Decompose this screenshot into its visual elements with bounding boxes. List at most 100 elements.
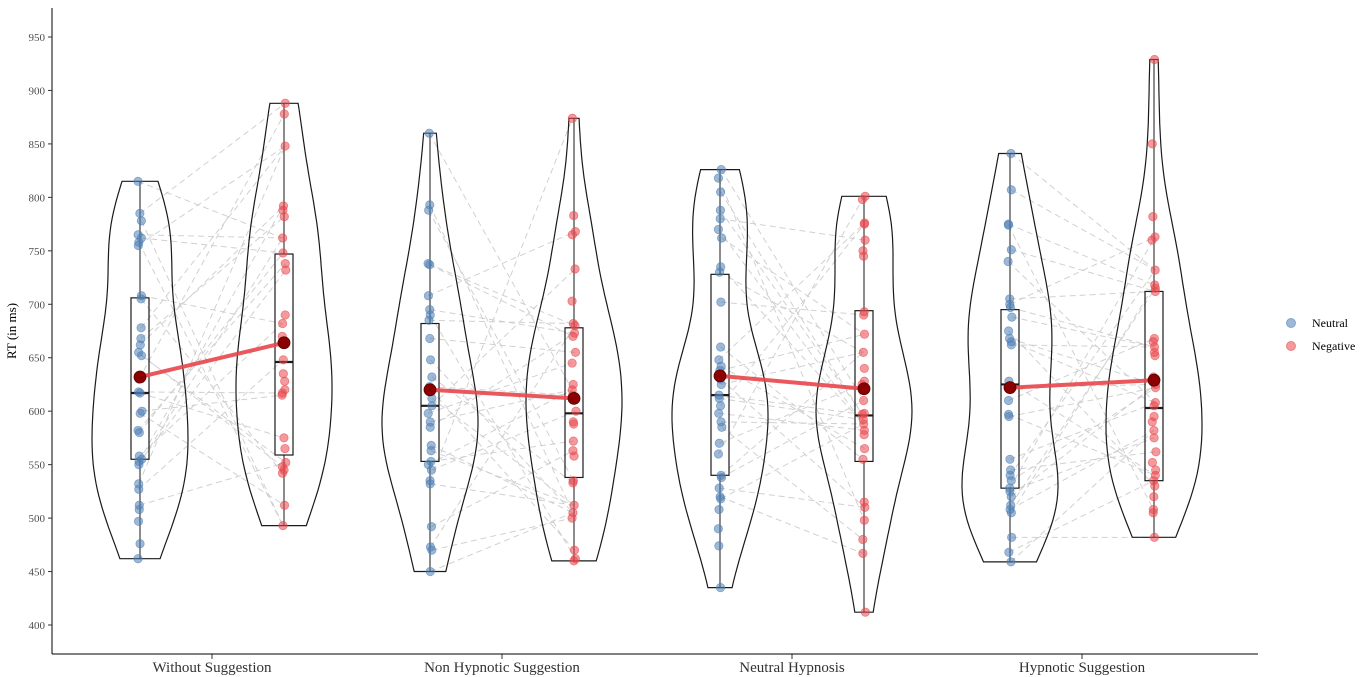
y-axis-title: RT (in ms) [4,303,19,359]
mean-line [139,340,285,379]
data-point-neutral [134,460,144,470]
paired-line [1008,480,1154,553]
paired-line [719,333,865,372]
paired-line [138,145,286,485]
data-point-neutral [425,260,435,270]
data-point-neutral [714,267,725,277]
y-tick-label: 500 [29,513,46,525]
data-point-negative [1148,212,1158,222]
paired-line [1008,380,1156,476]
paired-line [1009,236,1156,489]
data-point-negative [569,556,579,566]
data-point-neutral [134,484,144,494]
paired-line [1011,344,1155,348]
paired-line [429,204,574,513]
data-point-neutral [423,408,433,418]
data-point-negative [1149,54,1160,65]
data-point-neutral [714,504,724,515]
data-point-negative [570,264,580,274]
paired-line [138,323,283,457]
data-point-negative [569,545,580,555]
data-point-negative [280,310,290,320]
data-point-neutral [425,479,435,489]
data-point-neutral [133,516,144,526]
paired-line [719,383,863,444]
mean-point-neutral [423,383,437,397]
paired-line [720,169,865,401]
paired-line [138,242,284,526]
data-point-negative [1149,433,1159,443]
paired-line [138,234,283,239]
paired-line [430,483,575,506]
paired-line [430,440,574,462]
paired-line [431,410,577,471]
legend-swatch-neutral [1286,318,1296,328]
data-point-neutral [135,208,145,218]
paired-line [1009,402,1156,460]
paired-line [1010,287,1156,506]
paired-line [721,237,865,335]
paired-line [431,517,573,551]
paired-line [139,462,286,506]
data-point-neutral [134,504,144,515]
paired-line [139,412,285,506]
paired-line [429,309,575,334]
data-point-negative [280,98,290,108]
paired-line [430,359,574,514]
paired-line [719,271,864,353]
paired-line [430,444,574,514]
paired-line [431,268,576,407]
data-point-neutral [1005,454,1015,464]
paired-line [1010,306,1155,348]
data-point-neutral [136,294,146,304]
data-point-negative [567,230,577,240]
data-point-negative [278,355,288,365]
y-tick-label: 650 [29,353,46,365]
paired-line [139,392,285,439]
data-point-negative [858,454,868,464]
data-point-neutral [423,291,434,301]
data-point-negative [569,210,579,221]
data-point-negative [860,502,870,512]
paired-line [1009,429,1155,510]
mean-line [1009,378,1155,390]
data-point-negative [280,376,290,386]
paired-line [141,295,283,325]
paired-line [719,496,864,554]
data-point-neutral [1003,256,1013,267]
data-point-neutral [1006,508,1016,518]
paired-line [1008,338,1155,401]
data-point-negative [1150,481,1160,491]
data-point-neutral [424,205,434,215]
mean-point-negative [277,336,291,350]
data-point-neutral [1006,476,1016,486]
data-point-neutral [715,214,725,224]
data-point-neutral [136,350,147,361]
data-point-neutral [716,494,726,504]
data-point-negative [567,296,577,306]
paired-line [718,412,865,431]
data-point-negative [1147,139,1157,149]
data-point-neutral [1004,547,1014,557]
paired-line [140,220,284,526]
data-point-negative [1151,447,1161,457]
data-point-negative [1148,508,1158,518]
data-point-negative [278,520,288,531]
paired-line [1008,330,1156,487]
paired-line [139,102,286,214]
paired-line [1011,189,1156,271]
paired-line [427,263,576,327]
data-point-negative [279,433,289,443]
data-point-neutral [714,483,724,493]
data-point-negative [277,318,288,329]
data-point-negative [859,515,869,525]
paired-line [1010,451,1156,471]
data-point-neutral [426,465,437,475]
data-point-negative [569,451,579,461]
data-point-negative [279,500,290,510]
paired-line [138,359,284,490]
paired-line [139,205,284,346]
x-tick-label: Without Suggestion [153,660,272,676]
data-point-negative [858,534,868,545]
